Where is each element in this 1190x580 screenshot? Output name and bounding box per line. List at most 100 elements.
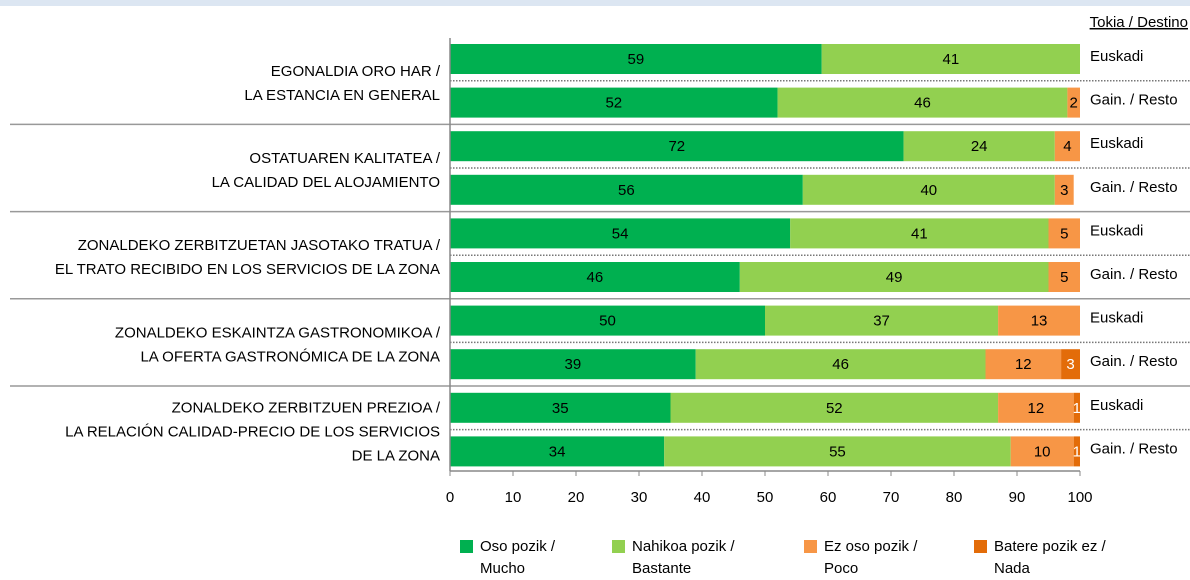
x-tick-label: 70 bbox=[883, 489, 900, 506]
category-label: Gain. / Resto bbox=[1090, 353, 1178, 370]
group-label: LA CALIDAD DEL ALOJAMIENTO bbox=[212, 174, 440, 191]
group-label: ZONALDEKO ZERBITZUEN PREZIOA / bbox=[172, 400, 441, 417]
bar-segment bbox=[821, 44, 1080, 74]
bar-segment bbox=[739, 262, 1049, 292]
bar-segment bbox=[450, 87, 778, 118]
legend-label: Ez oso pozik / Poco bbox=[824, 538, 918, 577]
value-label: 2 bbox=[1070, 95, 1078, 112]
legend-label: Batere pozik ez / Nada bbox=[994, 538, 1106, 577]
value-label: 39 bbox=[565, 356, 582, 373]
bar-segment bbox=[802, 174, 1055, 205]
group-label: ZONALDEKO ESKAINTZA GASTRONOMIKOA / bbox=[115, 324, 441, 341]
bar-segment bbox=[903, 131, 1055, 162]
bar-segment bbox=[450, 44, 822, 74]
value-label: 12 bbox=[1028, 400, 1045, 417]
value-label: 46 bbox=[832, 356, 849, 373]
bar-segment bbox=[998, 305, 1080, 336]
bar-segment bbox=[1048, 218, 1080, 249]
value-label: 72 bbox=[668, 138, 685, 155]
bar-segment bbox=[450, 305, 765, 336]
value-label: 46 bbox=[587, 269, 604, 286]
value-label: 56 bbox=[618, 182, 635, 199]
legend-label: Nahikoa pozik / Bastante bbox=[632, 538, 735, 577]
value-label: 37 bbox=[873, 313, 890, 330]
value-label: 50 bbox=[599, 313, 616, 330]
bar-segment bbox=[1010, 436, 1074, 467]
category-label: Euskadi bbox=[1090, 48, 1143, 65]
value-label: 46 bbox=[914, 95, 931, 112]
value-label: 40 bbox=[920, 182, 937, 199]
x-tick-label: 60 bbox=[820, 489, 837, 506]
value-label: 12 bbox=[1015, 356, 1032, 373]
legend-label: Oso pozik / Mucho bbox=[480, 538, 556, 577]
legend-swatch bbox=[804, 540, 817, 553]
x-tick-label: 50 bbox=[757, 489, 774, 506]
value-label: 49 bbox=[886, 269, 903, 286]
bar-segment bbox=[765, 305, 999, 336]
group-label: LA RELACIÓN CALIDAD-PRECIO DE LOS SERVIC… bbox=[65, 424, 440, 441]
value-label: 10 bbox=[1034, 443, 1051, 460]
group-label: OSTATUAREN KALITATEA / bbox=[249, 150, 440, 167]
value-label: 13 bbox=[1031, 313, 1048, 330]
bar-segment bbox=[998, 392, 1074, 423]
value-label: 52 bbox=[605, 95, 622, 112]
value-label: 3 bbox=[1060, 182, 1068, 199]
category-label: Euskadi bbox=[1090, 135, 1143, 152]
value-label: 41 bbox=[911, 225, 928, 242]
x-tick-label: 30 bbox=[631, 489, 648, 506]
bar-segment bbox=[450, 349, 696, 380]
x-tick-label: 0 bbox=[446, 489, 454, 506]
value-label: 55 bbox=[829, 443, 846, 460]
category-axis-title: Tokia / Destino bbox=[1090, 14, 1188, 31]
group-label: EGONALDIA ORO HAR / bbox=[271, 63, 441, 80]
value-label: 4 bbox=[1063, 138, 1071, 155]
x-tick-label: 40 bbox=[694, 489, 711, 506]
bar-segment bbox=[450, 436, 665, 467]
group-label: LA OFERTA GASTRONÓMICA DE LA ZONA bbox=[140, 348, 440, 365]
value-label: 5 bbox=[1060, 269, 1068, 286]
bar-segment bbox=[1048, 262, 1080, 292]
x-tick-label: 80 bbox=[946, 489, 963, 506]
bar-segment bbox=[790, 218, 1049, 249]
category-label: Euskadi bbox=[1090, 397, 1143, 414]
bar-segment bbox=[985, 349, 1062, 380]
value-label: 52 bbox=[826, 400, 843, 417]
value-label: 3 bbox=[1066, 356, 1074, 373]
bar-segment bbox=[695, 349, 986, 380]
bar-segment bbox=[450, 218, 791, 249]
bar-segment bbox=[450, 392, 671, 423]
group-label: ZONALDEKO ZERBITZUETAN JASOTAKO TRATUA / bbox=[78, 237, 441, 254]
legend-swatch bbox=[612, 540, 625, 553]
value-label: 59 bbox=[628, 51, 645, 68]
bar-segment bbox=[1073, 392, 1080, 423]
value-label: 1 bbox=[1073, 400, 1081, 417]
bar-segment bbox=[1054, 174, 1074, 205]
group-label: EL TRATO RECIBIDO EN LOS SERVICIOS DE LA… bbox=[55, 261, 440, 278]
bar-segment bbox=[777, 87, 1068, 118]
value-label: 35 bbox=[552, 400, 569, 417]
bar-segment bbox=[670, 392, 999, 423]
bar-segment bbox=[1061, 349, 1080, 380]
legend-swatch bbox=[974, 540, 987, 553]
value-label: 41 bbox=[943, 51, 960, 68]
x-tick-label: 10 bbox=[505, 489, 522, 506]
x-tick-label: 100 bbox=[1067, 489, 1092, 506]
category-label: Euskadi bbox=[1090, 310, 1143, 327]
bar-segment bbox=[1054, 131, 1080, 162]
category-label: Gain. / Resto bbox=[1090, 179, 1178, 196]
bar-segment bbox=[1067, 87, 1080, 118]
bar-segment bbox=[1073, 436, 1080, 467]
category-label: Gain. / Resto bbox=[1090, 92, 1178, 109]
bar-segment bbox=[664, 436, 1011, 467]
bar-segment bbox=[450, 262, 740, 292]
category-label: Euskadi bbox=[1090, 222, 1143, 239]
bar-segment bbox=[450, 131, 904, 162]
value-label: 34 bbox=[549, 443, 566, 460]
value-label: 5 bbox=[1060, 225, 1068, 242]
value-label: 24 bbox=[971, 138, 988, 155]
x-tick-label: 20 bbox=[568, 489, 585, 506]
value-label: 54 bbox=[612, 225, 629, 242]
category-label: Gain. / Resto bbox=[1090, 440, 1178, 457]
